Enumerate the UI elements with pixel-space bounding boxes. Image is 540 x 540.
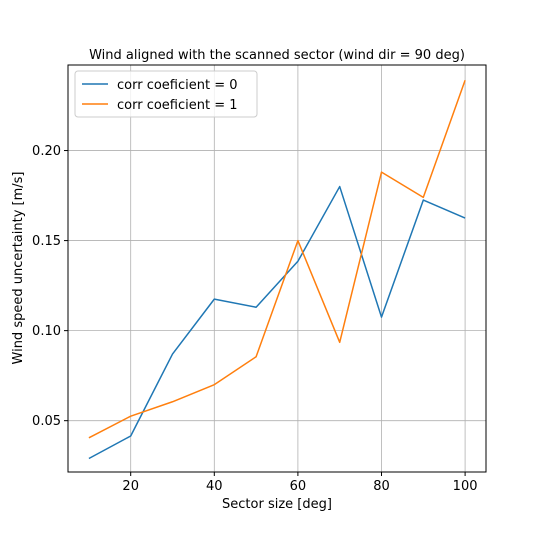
plot-area-frame bbox=[67, 64, 487, 473]
grid bbox=[68, 65, 486, 472]
series-line-0 bbox=[88, 185, 466, 460]
x-axis-title: Sector size [deg] bbox=[222, 497, 332, 512]
series-line-1 bbox=[88, 80, 466, 439]
x-tick-label: 60 bbox=[290, 479, 307, 494]
x-tick-label: 20 bbox=[122, 479, 139, 494]
y-tick-label: 0.05 bbox=[32, 414, 61, 429]
legend-label: corr coeficient = 0 bbox=[117, 78, 238, 93]
axis-ticks: 20 40 60 80 100 0.05 0.10 0.15 0.20 bbox=[32, 144, 477, 494]
x-tick-label: 100 bbox=[453, 479, 478, 494]
legend-box bbox=[74, 70, 258, 118]
series-lines bbox=[88, 80, 466, 460]
x-tick-label: 40 bbox=[206, 479, 223, 494]
legend: corr coeficient = 0 corr coeficient = 1 bbox=[74, 70, 258, 118]
y-tick-label: 0.15 bbox=[32, 234, 61, 249]
y-axis-title: Wind speed uncertainty [m/s] bbox=[11, 172, 26, 365]
y-tick-label: 0.20 bbox=[32, 144, 61, 159]
legend-label: corr coeficient = 1 bbox=[117, 98, 238, 113]
chart-title: Wind aligned with the scanned sector (wi… bbox=[89, 48, 465, 63]
x-tick-label: 80 bbox=[373, 479, 390, 494]
y-tick-label: 0.10 bbox=[32, 324, 61, 339]
